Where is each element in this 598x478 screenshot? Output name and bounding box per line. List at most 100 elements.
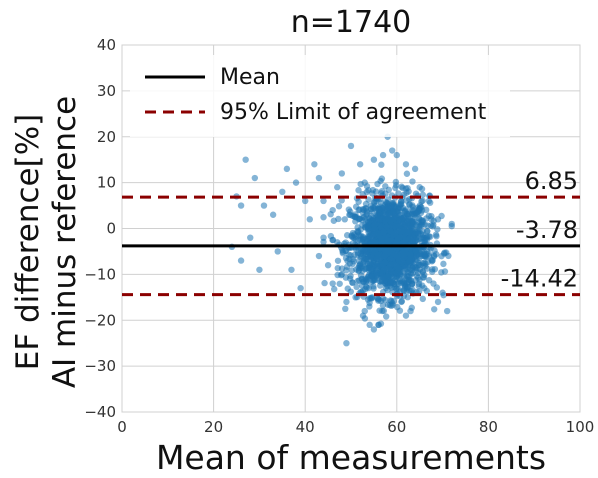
scatter-point: [425, 277, 433, 284]
scatter-point: [424, 222, 431, 229]
scatter-point: [335, 215, 342, 223]
scatter-point: [423, 206, 430, 214]
y-tick-label: −40: [84, 403, 116, 421]
scatter-point: [339, 246, 346, 254]
scatter-point: [423, 228, 431, 235]
scatter-point: [402, 312, 410, 319]
upper-limit-value-label: 6.85: [525, 167, 578, 195]
scatter-point: [431, 306, 438, 313]
scatter-point: [440, 260, 447, 268]
plot-frame: [121, 44, 581, 413]
scatter-point: [418, 219, 426, 226]
scatter-point: [390, 274, 397, 281]
scatter-point: [334, 257, 342, 264]
scatter-point: [362, 224, 369, 231]
scatter-point: [370, 214, 377, 222]
scatter-point: [396, 233, 404, 241]
scatter-point: [392, 229, 399, 237]
scatter-point: [369, 190, 376, 197]
scatter-point: [394, 303, 401, 311]
scatter-point: [380, 274, 387, 281]
scatter-point: [237, 202, 245, 209]
scatter-point: [343, 298, 350, 306]
scatter-point: [354, 237, 362, 244]
y-tick-label: 40: [97, 36, 116, 54]
legend-loa-label: 95% Limit of agreement: [220, 100, 487, 125]
scatter-point: [398, 298, 406, 305]
scatter-point: [375, 215, 382, 222]
scatter-point: [434, 226, 441, 233]
scatter-point: [247, 234, 254, 241]
y-tick-label: −10: [84, 265, 116, 283]
scatter-point: [334, 271, 341, 279]
scatter-point: [370, 326, 378, 333]
scatter-point: [433, 284, 441, 291]
scatter-point: [350, 258, 357, 265]
scatter-point: [405, 273, 413, 280]
scatter-point: [403, 170, 411, 177]
scatter-point: [279, 188, 286, 195]
scatter-point: [311, 161, 318, 168]
scatter-point: [415, 282, 422, 290]
scatter-point: [242, 156, 249, 163]
scatter-point: [362, 200, 370, 208]
scatter-point: [402, 207, 409, 215]
scatter-point: [363, 211, 370, 218]
scatter-point: [377, 203, 384, 210]
scatter-point: [409, 178, 416, 185]
scatter-point: [378, 187, 386, 195]
y-tick-label: −20: [84, 311, 116, 329]
scatter-point: [419, 197, 426, 204]
scatter-point: [433, 233, 440, 240]
scatter-point: [407, 251, 414, 258]
scatter-point: [336, 280, 343, 287]
scatter-point: [377, 320, 385, 327]
lower-limit-value-label: -14.42: [501, 265, 578, 293]
scatter-point: [415, 230, 422, 237]
y-axis-label-line1: EF difference[%]: [10, 114, 46, 371]
axis-ticks: 0 20 40 60 80 100 −40 −30 −20 −10 0 10 20 30 40: [84, 36, 594, 436]
scatter-point: [391, 210, 399, 217]
scatter-point: [356, 161, 364, 168]
scatter-point: [425, 212, 433, 220]
scatter-point: [370, 156, 378, 163]
scatter-point: [329, 280, 336, 287]
scatter-point: [402, 161, 410, 168]
scatter-point: [379, 151, 387, 159]
scatter-point: [416, 276, 423, 284]
scatter-point: [413, 252, 420, 259]
scatter-point: [366, 321, 373, 329]
scatter-point: [401, 284, 409, 291]
scatter-point: [381, 259, 389, 266]
scatter-point: [335, 203, 343, 210]
chart-title: n=1740: [291, 5, 412, 40]
scatter-point: [399, 184, 406, 192]
scatter-point: [343, 232, 351, 239]
scatter-point: [352, 203, 360, 210]
scatter-point: [421, 251, 428, 259]
scatter-point: [338, 197, 345, 204]
scatter-point: [283, 165, 291, 173]
scatter-point: [348, 267, 356, 274]
scatter-point: [428, 268, 436, 275]
scatter-point: [327, 232, 335, 240]
scatter-point: [364, 264, 371, 272]
scatter-point: [419, 191, 427, 198]
scatter-point: [355, 187, 362, 194]
scatter-point: [389, 300, 396, 307]
scatter-point: [370, 285, 377, 292]
scatter-point: [354, 224, 361, 231]
y-tick-label: 20: [97, 128, 116, 146]
legend: Mean 95% Limit of agreement: [130, 55, 510, 137]
reference-lines: -3.78 6.85 -14.42: [122, 167, 580, 297]
scatter-point: [368, 294, 376, 301]
scatter-point: [365, 272, 372, 280]
scatter-point: [338, 170, 346, 177]
scatter-point: [378, 161, 385, 168]
scatter-point: [409, 202, 416, 209]
scatter-point: [382, 313, 390, 320]
scatter-point: [355, 198, 362, 205]
scatter-point: [358, 276, 366, 283]
scatter-point: [306, 216, 313, 223]
scatter-point: [260, 202, 268, 209]
